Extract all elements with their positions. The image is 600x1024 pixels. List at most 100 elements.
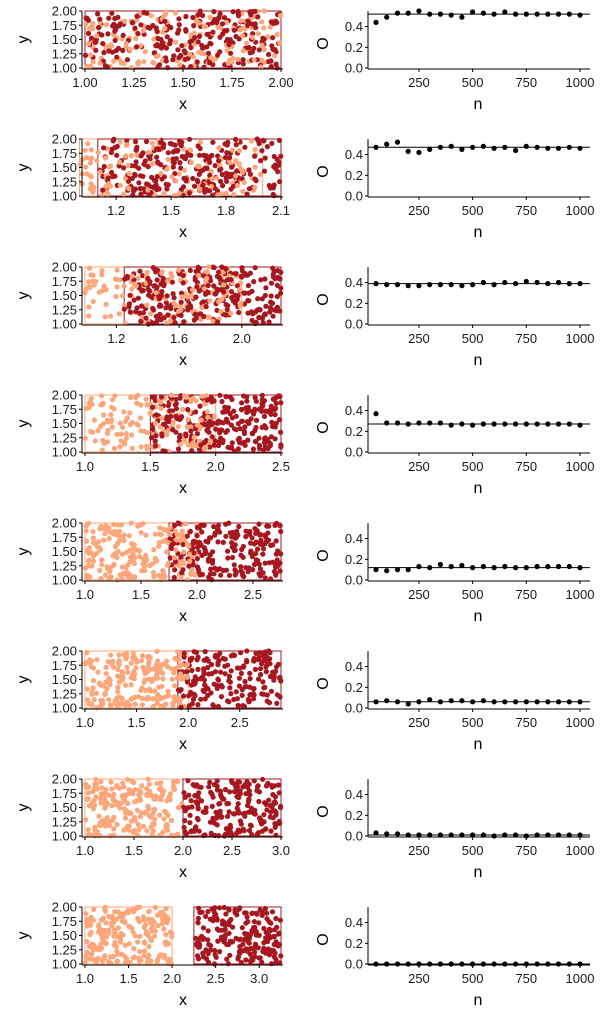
light-point (84, 575, 90, 581)
light-point (106, 958, 112, 964)
light-point (97, 423, 104, 429)
light-point (175, 424, 182, 430)
light-point (95, 923, 102, 929)
light-point (168, 270, 174, 276)
dark-point (235, 954, 242, 960)
dark-point (173, 429, 179, 435)
dark-point (211, 782, 218, 788)
dark-point (245, 283, 252, 289)
dark-point (230, 529, 236, 536)
dark-point (158, 394, 165, 400)
x-tick-label: 500 (462, 75, 484, 90)
light-point (143, 552, 149, 559)
dark-point (259, 397, 265, 403)
dark-point (236, 309, 242, 316)
light-point (130, 576, 136, 582)
light-point (198, 417, 204, 423)
dark-point (259, 392, 265, 398)
light-point (95, 150, 101, 156)
dark-point (269, 803, 275, 809)
dark-point (270, 35, 276, 41)
light-point (91, 697, 97, 703)
light-point (88, 63, 94, 69)
light-point (139, 653, 146, 659)
data-point (491, 699, 497, 705)
dark-point (211, 442, 217, 448)
light-point (144, 269, 150, 275)
light-point (102, 691, 108, 698)
y-tick-label: 0.4 (345, 915, 363, 930)
light-point (106, 536, 112, 542)
light-point (144, 302, 150, 308)
light-point (120, 795, 126, 801)
dark-point (226, 171, 232, 178)
light-point (135, 547, 142, 553)
dark-point (192, 35, 198, 41)
light-point (146, 686, 153, 692)
light-point (95, 669, 101, 675)
light-point (149, 793, 155, 799)
dark-point (213, 815, 219, 821)
light-point (89, 155, 95, 161)
dark-point (212, 905, 218, 911)
dark-point (274, 156, 280, 163)
dark-point (208, 41, 214, 47)
dark-point (242, 144, 248, 150)
dark-point (262, 800, 268, 806)
light-point (165, 278, 171, 284)
y-tick-label: 1.75 (52, 402, 77, 417)
light-point (151, 573, 157, 580)
dark-point (194, 556, 200, 562)
dark-point (236, 779, 243, 785)
dark-point (253, 439, 259, 445)
dark-point (247, 528, 253, 535)
light-point (84, 171, 90, 177)
data-point (416, 8, 422, 14)
dark-point (184, 533, 190, 539)
dark-point (145, 164, 151, 170)
data-point (491, 145, 497, 151)
data-point (405, 567, 411, 573)
dark-point (225, 139, 231, 145)
dark-point (219, 427, 225, 433)
light-point (184, 394, 190, 400)
light-point (162, 808, 168, 814)
dark-point (257, 650, 263, 656)
light-point (110, 817, 116, 823)
dark-point (201, 440, 207, 446)
light-point (142, 940, 148, 946)
x-tick-label: 250 (408, 459, 430, 474)
light-point (135, 822, 141, 828)
dark-point (189, 448, 195, 454)
dark-point (249, 21, 255, 27)
dark-point (213, 426, 219, 432)
light-point (116, 679, 122, 685)
light-point (119, 551, 126, 557)
dark-point (266, 51, 272, 58)
light-point (118, 431, 124, 437)
light-point (88, 550, 94, 556)
dark-point (110, 23, 116, 29)
x-tick-label: 2.1 (272, 203, 290, 218)
dark-point (254, 136, 260, 142)
light-point (83, 911, 89, 917)
dark-point (251, 279, 257, 285)
dark-point (278, 400, 284, 406)
dark-point (195, 666, 201, 673)
dark-point (154, 174, 160, 180)
y-tick-label: 1.75 (52, 146, 77, 161)
dark-point (145, 286, 151, 292)
light-point (109, 424, 115, 430)
light-point (160, 918, 166, 924)
dark-point (262, 575, 268, 581)
light-point (121, 827, 127, 833)
light-point (107, 567, 113, 574)
dark-point (233, 570, 239, 576)
dark-point (212, 652, 219, 658)
x-tick-label: 250 (408, 331, 430, 346)
light-point (137, 949, 143, 955)
dark-point (229, 164, 235, 170)
y-tick-label: 1.50 (52, 672, 77, 687)
dark-point (225, 548, 231, 554)
light-point (171, 555, 177, 561)
